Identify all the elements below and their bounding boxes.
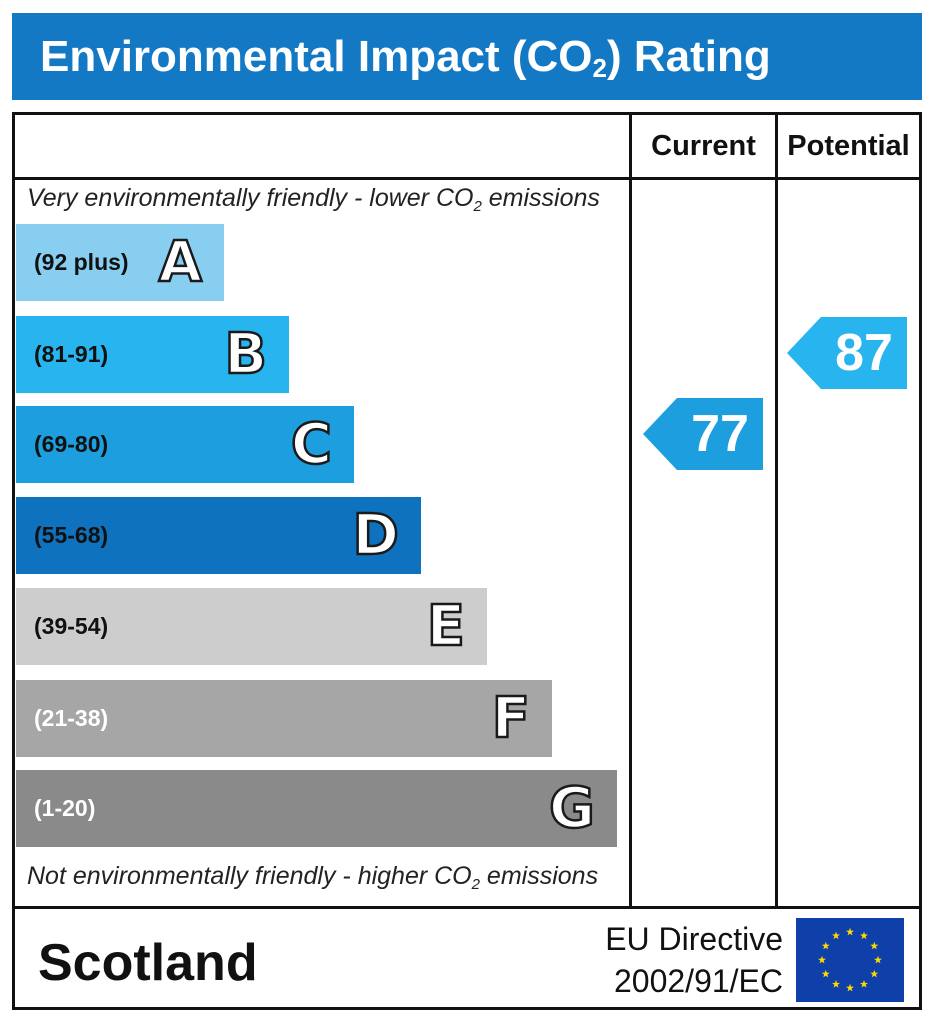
eu-star-icon <box>846 983 854 992</box>
band-e: (39-54) E <box>16 588 487 665</box>
band-range: (21-38) <box>34 705 109 731</box>
eu-star-icon <box>860 931 868 940</box>
header-divider <box>12 177 922 180</box>
title-text: Environmental Impact (CO <box>40 32 593 81</box>
top-note-text: Very environmentally friendly - lower CO <box>27 184 474 212</box>
band-range: (39-54) <box>34 613 109 639</box>
divider-potential <box>775 112 778 909</box>
band-letter: D <box>351 502 400 570</box>
top-note: Very environmentally friendly - lower CO… <box>27 184 600 215</box>
band-f: (21-38) F <box>16 680 552 757</box>
directive-line-1: EU Directive <box>605 921 783 957</box>
bottom-note-subscript: 2 <box>471 876 480 893</box>
band-letter: F <box>490 685 531 753</box>
band-letter: A <box>157 229 203 297</box>
band-letter: C <box>290 411 334 479</box>
bottom-note: Not environmentally friendly - higher CO… <box>27 862 598 893</box>
eu-star-icon <box>818 955 826 964</box>
rating-frame <box>12 112 922 1010</box>
band-range: (81-91) <box>34 341 109 367</box>
potential-rating-arrow: 87 <box>787 317 907 389</box>
band-g: (1-20) G <box>16 770 617 847</box>
column-current-header: Current <box>651 130 756 162</box>
potential-rating-value: 87 <box>835 324 893 382</box>
country-label: Scotland <box>38 934 258 992</box>
directive-line-2: 2002/91/EC <box>613 963 783 999</box>
band-range: (69-80) <box>34 431 109 457</box>
band-letter: G <box>548 775 596 843</box>
potential-arrow-shape <box>787 317 907 389</box>
title-bar: Environmental Impact (CO2) Rating <box>12 13 922 100</box>
current-rating-arrow: 77 <box>643 398 763 470</box>
column-potential-header: Potential <box>787 130 910 162</box>
current-rating-value: 77 <box>691 405 749 463</box>
eu-star-icon <box>821 969 830 978</box>
eu-star-icon <box>846 927 854 936</box>
title-subscript: 2 <box>592 53 608 83</box>
band-range: (55-68) <box>34 522 109 548</box>
band-range: (1-20) <box>34 795 96 821</box>
band-range: (92 plus) <box>34 249 129 275</box>
eu-star-icon <box>870 969 879 978</box>
band-letter: E <box>425 593 466 661</box>
band-letter: B <box>223 321 268 389</box>
eu-flag-icon <box>796 918 904 1002</box>
title-text-end: ) Rating <box>607 32 771 81</box>
band-a: (92 plus) A <box>16 224 224 301</box>
footer-divider <box>12 906 922 909</box>
eu-star-icon <box>870 941 879 950</box>
eu-star-icon <box>860 980 868 988</box>
band-b: (81-91) B <box>16 316 289 393</box>
eu-star-icon <box>821 941 830 950</box>
eu-star-icon <box>874 955 882 964</box>
top-note-subscript: 2 <box>473 198 482 215</box>
band-d: (55-68) D <box>16 497 421 574</box>
eu-star-icon <box>832 931 840 940</box>
bottom-note-text: Not environmentally friendly - higher CO <box>27 862 472 890</box>
current-arrow-shape <box>643 398 763 470</box>
eu-directive: EU Directive 2002/91/EC <box>605 918 783 1002</box>
band-c: (69-80) C <box>16 406 354 483</box>
top-note-text-end: emissions <box>481 184 600 212</box>
eu-star-icon <box>832 980 840 988</box>
divider-current <box>629 112 632 909</box>
bottom-note-text-end: emissions <box>479 862 599 890</box>
